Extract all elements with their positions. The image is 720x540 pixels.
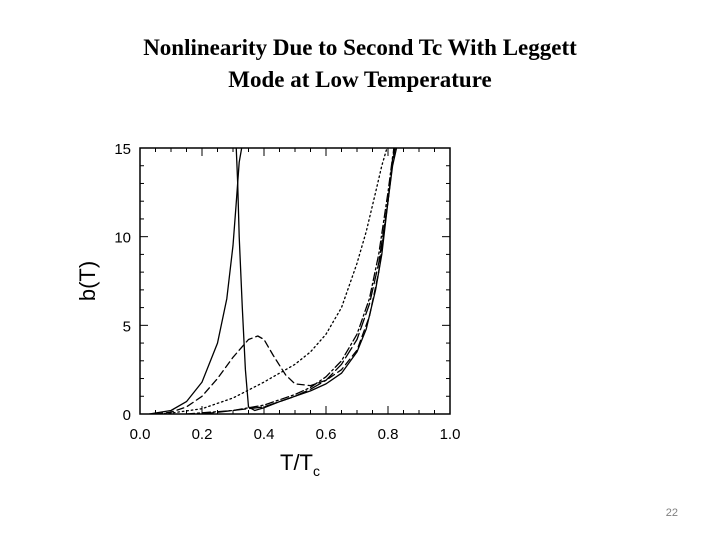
- slide-title-line-1: Nonlinearity Due to Second Tc With Legge…: [143, 35, 577, 60]
- x-tick-label: 0.8: [378, 426, 399, 443]
- series-line-2-solid: [235, 148, 398, 412]
- y-tick-label: 15: [114, 141, 131, 158]
- slide-title-line-2: Mode at Low Temperature: [228, 67, 492, 92]
- series-line-3-dashed: [154, 148, 395, 414]
- series-line-5-dashdot: [185, 148, 396, 414]
- x-axis-label: T/Tc: [280, 450, 320, 479]
- x-tick-labels: 0.0 0.2 0.4 0.6 0.8 1.0: [130, 426, 461, 443]
- x-tick-label: 0.4: [254, 426, 275, 443]
- plot-frame: [139, 147, 451, 415]
- y-tick-label: 10: [114, 230, 131, 247]
- y-axis-label: b(T): [75, 261, 100, 301]
- y-tick-label: 5: [123, 318, 131, 335]
- x-tick-label: 0.6: [316, 426, 337, 443]
- axis-ticks: [139, 147, 451, 415]
- x-tick-label: 0.2: [192, 426, 213, 443]
- x-axis-label-subscript: c: [313, 463, 320, 479]
- x-tick-label: 0.0: [130, 426, 151, 443]
- series-line-4-dotted: [154, 148, 388, 414]
- slide-number: 22: [665, 507, 678, 519]
- series-line-1-solid: [148, 148, 243, 414]
- x-tick-label: 1.0: [440, 426, 461, 443]
- series-line-6-longdash: [201, 148, 396, 414]
- y-tick-labels: 0 5 10 15: [114, 141, 131, 424]
- series-group: [148, 148, 398, 414]
- slide-title: Nonlinearity Due to Second Tc With Legge…: [60, 32, 660, 96]
- x-axis-label-main: T/T: [280, 450, 313, 475]
- y-tick-label: 0: [123, 407, 131, 424]
